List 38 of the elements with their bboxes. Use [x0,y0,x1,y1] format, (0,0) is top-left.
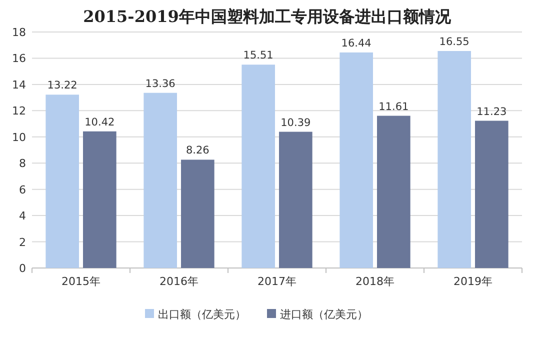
y-tick-label: 18 [12,26,26,39]
bar [46,94,79,268]
y-tick-label: 6 [19,183,26,196]
data-label: 10.39 [280,116,311,129]
bar [340,52,373,268]
data-label: 15.51 [243,50,274,62]
data-label: 13.36 [145,78,176,90]
bar [144,92,177,268]
data-label: 8.26 [186,144,210,157]
y-tick-label: 12 [12,104,26,118]
legend-label: 出口额（亿美元） [158,308,246,321]
bar [438,51,471,268]
legend-label: 进口额（亿美元） [280,308,368,321]
data-label: 11.23 [476,106,507,118]
chart-title: 2015-2019年中国塑料加工专用设备进出口额情况 [83,7,452,26]
x-tick-label: 2015年 [62,275,100,288]
x-tick-label: 2019年 [454,275,492,288]
y-tick-label: 16 [12,52,26,66]
y-tick-label: 14 [12,78,26,92]
y-tick-label: 4 [19,210,26,223]
bar [181,160,214,268]
data-label: 13.22 [47,80,78,92]
data-label: 16.44 [341,37,372,50]
y-tick-label: 10 [12,130,26,144]
data-label: 11.61 [378,100,409,113]
y-tick-label: 2 [19,236,26,249]
x-tick-label: 2017年 [258,275,296,288]
data-label: 10.42 [84,116,115,128]
y-tick-label: 0 [19,262,26,275]
y-tick-label: 8 [19,157,26,170]
x-tick-label: 2016年 [160,275,198,288]
x-tick-label: 2018年 [356,275,394,288]
bar [83,131,116,268]
bar [279,132,312,268]
data-label: 16.55 [439,36,470,48]
bar [475,120,508,268]
bar [242,64,275,268]
bar [377,116,410,268]
